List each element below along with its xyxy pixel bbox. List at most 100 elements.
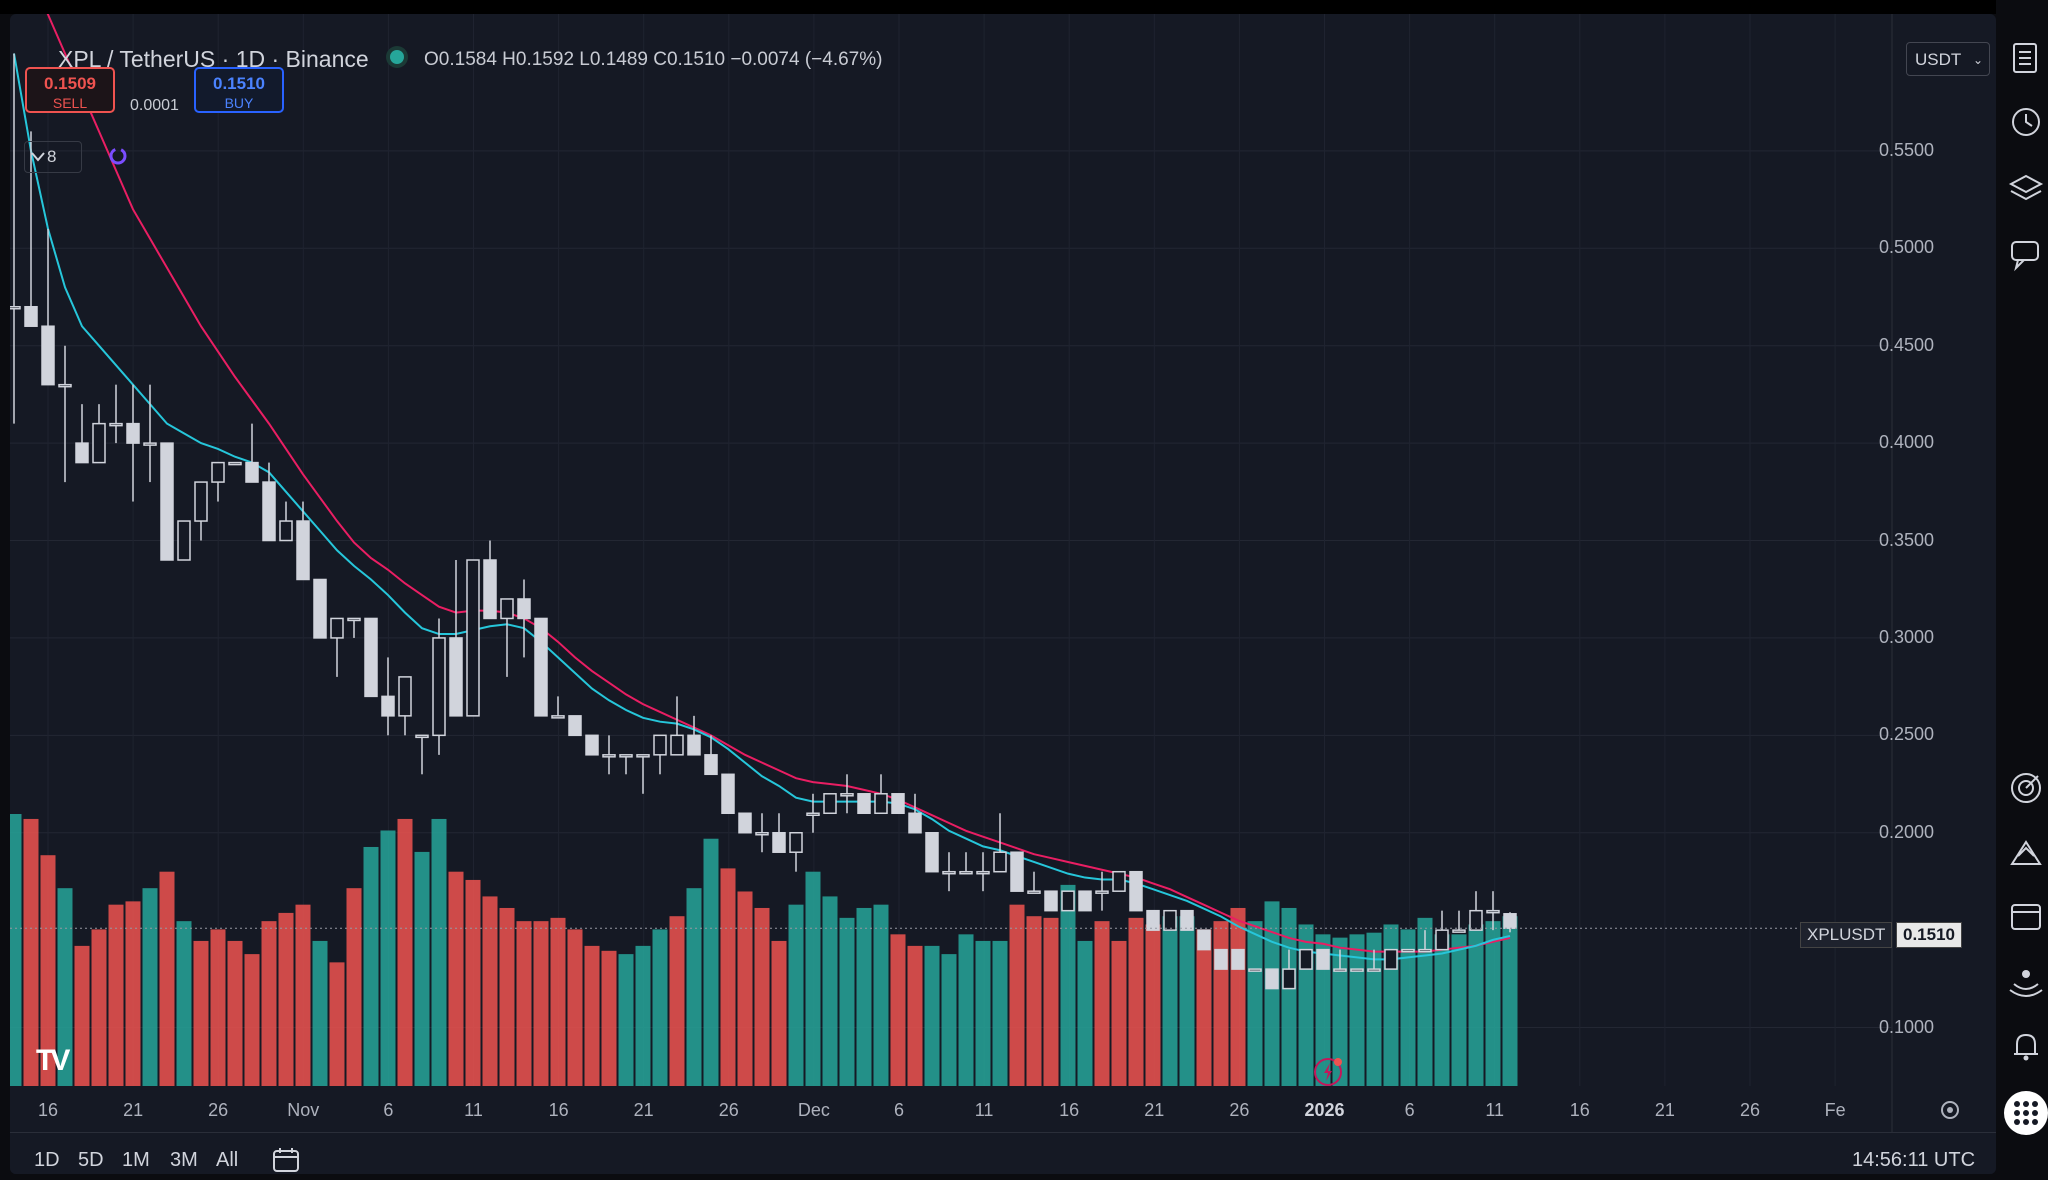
candle-body <box>262 481 276 542</box>
spread-value: 0.0001 <box>130 97 179 114</box>
candle-body <box>687 734 701 756</box>
x-tick-label: 11 <box>464 1100 483 1120</box>
top-toolbar-strip <box>0 0 2048 14</box>
calendar-icon[interactable] <box>2008 898 2044 934</box>
volume-bar <box>1400 929 1416 1086</box>
volume-bar <box>346 888 362 1086</box>
volume-bar <box>1383 924 1399 1086</box>
x-tick-label: 21 <box>633 1100 654 1120</box>
volume-bar <box>737 891 753 1086</box>
chart-frame[interactable]: XPL / TetherUS · 1D · Binance O0.1584 H0… <box>10 14 1996 1174</box>
volume-bar <box>108 904 124 1086</box>
volume-bar <box>465 879 481 1086</box>
candle-body <box>466 559 480 717</box>
candle-body <box>500 598 514 620</box>
indicators-count: 8 <box>47 147 57 166</box>
candle-body <box>840 793 854 797</box>
candle-body <box>1027 890 1041 894</box>
layers-icon[interactable] <box>2008 170 2044 206</box>
candle-body <box>738 812 752 834</box>
volume-bar <box>1213 921 1229 1086</box>
candle-body <box>126 422 140 444</box>
x-tick-label: 21 <box>1654 1100 1675 1120</box>
volume-bar <box>720 868 736 1086</box>
settings-icon[interactable] <box>1938 1098 1962 1122</box>
volume-bar <box>244 954 260 1086</box>
volume-bar <box>1417 917 1433 1086</box>
buy-button[interactable]: 0.1510 BUY <box>194 67 284 113</box>
volume-bar <box>261 921 277 1086</box>
volume-bar <box>584 945 600 1086</box>
bell-icon[interactable] <box>2008 1028 2044 1064</box>
candle-body <box>636 754 650 758</box>
volume-bar <box>975 940 991 1086</box>
candle-body <box>75 442 89 464</box>
candle-body <box>602 754 616 758</box>
candle-body <box>1214 948 1228 970</box>
candle-body <box>1469 909 1483 931</box>
moving-average-slow <box>46 14 1511 953</box>
volume-bar <box>1349 934 1365 1086</box>
volume-bar <box>873 904 889 1086</box>
volume-bar <box>567 929 583 1086</box>
range-all-button[interactable]: All <box>216 1149 239 1171</box>
volume-bar <box>1060 884 1076 1086</box>
candle-body <box>245 461 259 483</box>
ideas-icon[interactable] <box>2008 834 2044 870</box>
buy-price: 0.1510 <box>213 74 265 93</box>
volume-bar <box>329 962 345 1086</box>
sell-price: 0.1509 <box>44 74 96 93</box>
candle-body <box>109 422 123 427</box>
indicators-toggle[interactable]: 8 <box>24 141 82 173</box>
notes-icon[interactable] <box>2008 40 2044 76</box>
candle-body <box>1333 968 1347 972</box>
candle-body <box>296 520 310 581</box>
volume-bar <box>482 896 498 1086</box>
volume-bar <box>1468 924 1484 1086</box>
x-tick-label: 6 <box>383 1100 394 1120</box>
broadcast-icon[interactable] <box>2008 962 2044 998</box>
refresh-icon[interactable] <box>107 145 129 167</box>
currency-select[interactable]: USDT ⌄ <box>1906 42 1990 76</box>
tradingview-logo-icon[interactable]: TV <box>36 1044 70 1077</box>
x-tick-label: 26 <box>1229 1100 1250 1120</box>
chevron-down-icon <box>31 152 45 162</box>
range-5d-button[interactable]: 5D <box>78 1149 104 1171</box>
volume-bar <box>1264 901 1280 1086</box>
candle-body <box>1078 890 1092 912</box>
y-tick-label: 0.4500 <box>1878 334 1934 355</box>
volume-bar <box>533 921 549 1086</box>
lightning-icon[interactable] <box>1312 1056 1344 1088</box>
price-chart[interactable] <box>10 14 1996 1174</box>
chat-icon[interactable] <box>2008 236 2044 272</box>
candle-body <box>568 715 582 737</box>
volume-bar <box>890 934 906 1086</box>
calendar-goto-icon[interactable] <box>272 1146 302 1174</box>
volume-bar <box>227 940 243 1086</box>
volume-bar <box>414 851 430 1086</box>
moving-average-fast <box>13 53 1511 961</box>
volume-bar <box>1145 924 1161 1086</box>
y-tick-label: 0.5000 <box>1878 237 1934 258</box>
candle-body <box>1299 948 1313 970</box>
x-tick-label: 2026 <box>1304 1100 1345 1120</box>
candle-body <box>1350 968 1364 972</box>
target-icon[interactable] <box>2008 770 2044 806</box>
range-1m-button[interactable]: 1M <box>122 1149 150 1171</box>
volume-bar <box>193 940 209 1086</box>
volume-bar <box>839 917 855 1086</box>
volume-bar <box>1162 916 1178 1086</box>
sell-button[interactable]: 0.1509 SELL <box>25 67 115 113</box>
candle-body <box>755 831 769 836</box>
candle-body <box>10 305 21 310</box>
range-1d-button[interactable]: 1D <box>34 1149 60 1171</box>
volume-bar <box>448 871 464 1086</box>
utc-clock[interactable]: 14:56:11 UTC <box>1852 1149 1976 1171</box>
apps-icon[interactable] <box>2002 1090 2048 1136</box>
volume-bar <box>1043 917 1059 1086</box>
range-3m-button[interactable]: 3M <box>170 1149 198 1171</box>
candle-body <box>1248 968 1262 972</box>
clock-icon[interactable] <box>2008 104 2044 140</box>
volume-bar <box>941 954 957 1086</box>
volume-bar <box>210 929 226 1086</box>
